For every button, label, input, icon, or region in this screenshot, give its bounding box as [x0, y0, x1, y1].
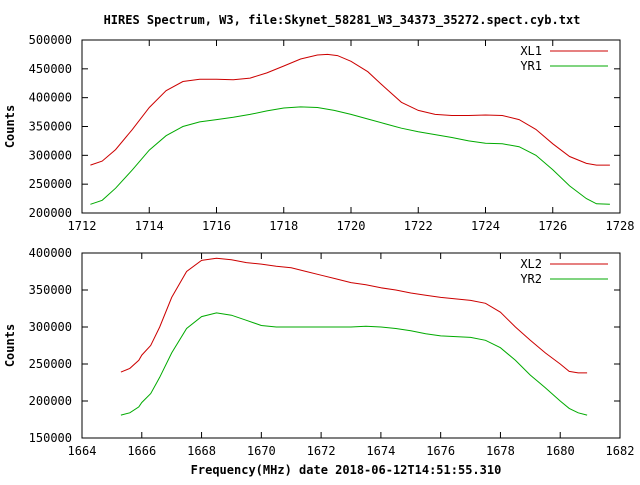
- series-line-xl2: [120, 257, 588, 374]
- y-tick-label: 250000: [29, 357, 72, 371]
- x-tick-label: 1726: [538, 219, 567, 233]
- x-tick-label: 1670: [247, 444, 276, 458]
- x-tick-label: 1714: [135, 219, 164, 233]
- series-line-xl1: [90, 53, 610, 166]
- series-line-yr2: [120, 312, 588, 416]
- y-tick-label: 350000: [29, 120, 72, 134]
- x-tick-label: 1674: [366, 444, 395, 458]
- legend-label: YR1: [520, 59, 542, 73]
- y-axis-title: Counts: [3, 324, 17, 367]
- y-tick-label: 200000: [29, 206, 72, 220]
- y-tick-label: 200000: [29, 394, 72, 408]
- y-axis-title: Counts: [3, 105, 17, 148]
- x-tick-label: 1672: [307, 444, 336, 458]
- chart-title: HIRES Spectrum, W3, file:Skynet_58281_W3…: [104, 13, 581, 28]
- x-tick-label: 1712: [68, 219, 97, 233]
- y-tick-label: 400000: [29, 91, 72, 105]
- legend-label: XL2: [520, 257, 542, 271]
- y-tick-label: 300000: [29, 320, 72, 334]
- x-tick-label: 1722: [404, 219, 433, 233]
- y-tick-label: 450000: [29, 62, 72, 76]
- plot-frame: [81, 252, 621, 439]
- x-tick-label: 1718: [269, 219, 298, 233]
- x-tick-label: 1676: [426, 444, 455, 458]
- panel-top: 1712 1714 1716 1718 1720 1722 1724 1726 1728 2000…: [3, 33, 634, 233]
- x-tick-label: 1680: [546, 444, 575, 458]
- y-tick-label: 500000: [29, 33, 72, 47]
- x-tick-label: 1666: [127, 444, 156, 458]
- y-tick-label: 400000: [29, 246, 72, 260]
- x-tick-label: 1664: [68, 444, 97, 458]
- x-tick-label: 1668: [187, 444, 216, 458]
- y-tick-label: 150000: [29, 431, 72, 445]
- x-axis-title: Frequency(MHz) date 2018-06-12T14:51:55.…: [191, 463, 502, 477]
- y-tick-label: 350000: [29, 283, 72, 297]
- panel-bottom: 1664 1666 1668 1670 1672 1674 1676 1678 1680 1682…: [3, 246, 634, 458]
- x-tick-label: 1716: [202, 219, 231, 233]
- x-tick-label: 1728: [606, 219, 635, 233]
- x-tick-label: 1682: [606, 444, 635, 458]
- x-tick-label: 1678: [486, 444, 515, 458]
- y-tick-label: 300000: [29, 148, 72, 162]
- series-line-yr1: [90, 106, 610, 205]
- y-tick-label: 250000: [29, 177, 72, 191]
- legend-label: YR2: [520, 272, 542, 286]
- x-tick-label: 1720: [337, 219, 366, 233]
- x-tick-label: 1724: [471, 219, 500, 233]
- legend-label: XL1: [520, 44, 542, 58]
